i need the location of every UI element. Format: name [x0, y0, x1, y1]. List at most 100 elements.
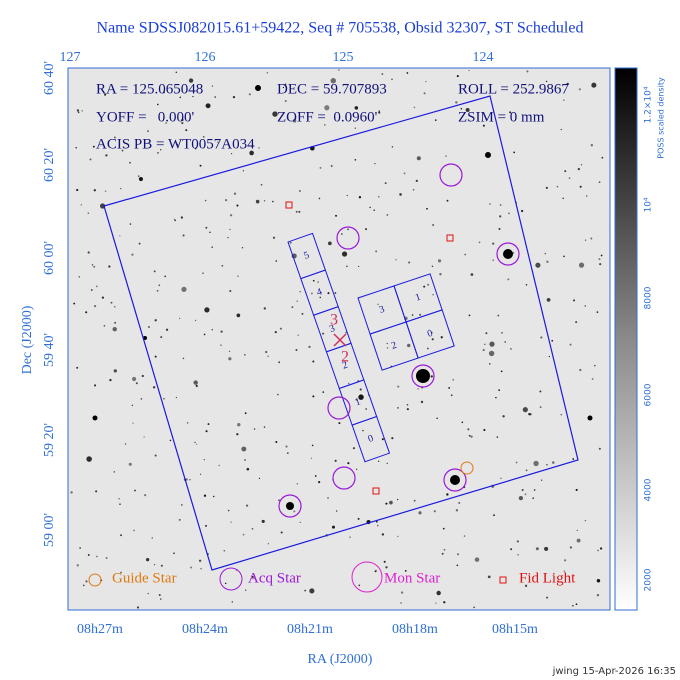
- star: [508, 212, 510, 215]
- star: [322, 391, 325, 393]
- star: [358, 196, 362, 199]
- star: [242, 170, 245, 172]
- star: [105, 557, 108, 559]
- star: [89, 158, 92, 161]
- star: [128, 462, 132, 466]
- star: [518, 495, 524, 501]
- star: [232, 95, 236, 99]
- star: [203, 459, 205, 461]
- star: [158, 284, 161, 287]
- star: [375, 250, 378, 253]
- info-acis: ACIS PB = WT0057A034: [96, 136, 255, 152]
- star: [275, 260, 277, 262]
- star: [463, 535, 466, 537]
- star: [163, 91, 165, 94]
- bright-star: [255, 85, 261, 91]
- colorbar-label: 2000: [644, 568, 654, 591]
- star: [220, 330, 223, 333]
- star: [312, 395, 315, 398]
- star: [108, 265, 111, 268]
- star: [85, 580, 88, 583]
- star: [385, 566, 388, 569]
- i-chip-label: 2: [390, 340, 398, 352]
- star: [93, 265, 96, 268]
- star: [441, 552, 444, 555]
- star: [510, 348, 512, 350]
- star: [436, 417, 438, 420]
- star: [374, 569, 378, 573]
- star: [220, 344, 222, 346]
- star: [544, 252, 547, 255]
- star: [455, 509, 459, 512]
- star: [93, 305, 97, 308]
- bright-star: [485, 152, 491, 158]
- star: [144, 494, 147, 497]
- star: [278, 499, 280, 502]
- info-dec: DEC = 59.707893: [277, 81, 387, 97]
- star: [292, 119, 297, 123]
- star: [431, 338, 434, 341]
- star: [464, 253, 466, 256]
- star: [272, 111, 278, 117]
- star: [456, 564, 459, 567]
- star: [207, 423, 210, 425]
- star: [346, 265, 348, 268]
- star: [467, 428, 470, 431]
- star: [425, 80, 427, 83]
- star: [228, 357, 232, 361]
- star: [423, 285, 426, 288]
- star: [572, 458, 575, 460]
- star: [397, 385, 400, 388]
- star: [397, 535, 399, 538]
- star: [377, 195, 380, 198]
- star: [251, 528, 254, 530]
- star: [275, 440, 278, 444]
- star: [169, 439, 172, 442]
- star: [267, 543, 270, 545]
- star: [556, 185, 559, 188]
- star: [423, 92, 426, 95]
- star: [229, 214, 233, 217]
- star: [500, 477, 502, 479]
- star: [575, 603, 578, 606]
- star: [202, 136, 205, 138]
- star: [336, 510, 338, 512]
- star: [533, 489, 536, 491]
- star: [433, 510, 436, 513]
- colorbar-title: POSS scaled density: [657, 77, 666, 159]
- star: [348, 382, 350, 385]
- star: [541, 479, 543, 481]
- star: [359, 388, 362, 391]
- star: [378, 111, 381, 114]
- star: [358, 394, 364, 400]
- star: [533, 460, 539, 467]
- star: [341, 251, 348, 257]
- star: [446, 493, 449, 496]
- star: [377, 460, 380, 463]
- star: [258, 147, 260, 149]
- star: [211, 246, 213, 248]
- star: [431, 331, 433, 334]
- star: [455, 101, 458, 104]
- y-axis-label: Dec (J2000): [20, 305, 35, 374]
- star: [456, 75, 459, 78]
- star: [563, 255, 565, 258]
- star: [310, 457, 313, 459]
- bright-star: [286, 502, 294, 510]
- star: [385, 502, 388, 505]
- left-tick-label: 60 00': [42, 241, 57, 275]
- star: [298, 210, 301, 213]
- star: [411, 314, 414, 316]
- star: [230, 521, 232, 523]
- star: [354, 106, 359, 110]
- star: [147, 130, 149, 133]
- star: [502, 415, 505, 418]
- star: [386, 214, 389, 216]
- star: [352, 447, 355, 450]
- star: [452, 378, 455, 381]
- star: [591, 82, 597, 88]
- star: [404, 569, 407, 572]
- star: [140, 397, 143, 400]
- star: [584, 305, 586, 307]
- star: [193, 380, 198, 385]
